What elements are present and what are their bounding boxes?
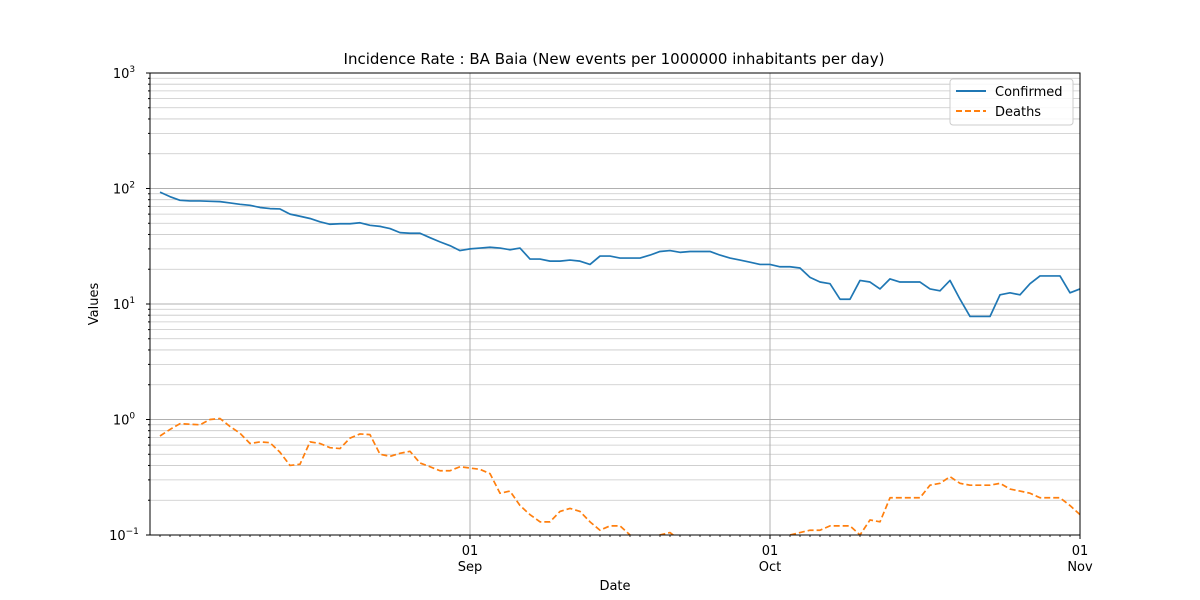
x-tick-month-label: Sep — [458, 560, 483, 575]
y-axis-ticks: 10−1 100 101 102 103 — [109, 65, 150, 544]
x-tick-day-label: 01 — [762, 544, 779, 559]
series-layer — [159, 191, 1080, 535]
x-tick-month-label: Nov — [1067, 560, 1093, 575]
y-tick-label: 102 — [113, 181, 135, 198]
chart-title: Incidence Rate : BA Baia (New events per… — [344, 50, 885, 68]
x-axis-label: Date — [599, 579, 630, 594]
x-tick-day-label: 01 — [1072, 544, 1089, 559]
y-tick-label: 10−1 — [109, 527, 139, 544]
chart-legend: Confirmed Deaths — [949, 78, 1074, 126]
x-tick-day-label: 01 — [462, 544, 479, 559]
x-tick-month-label: Oct — [759, 560, 781, 575]
legend-label-confirmed: Confirmed — [995, 85, 1063, 100]
y-tick-label: 100 — [113, 412, 136, 429]
y-tick-label: 101 — [113, 296, 135, 313]
y-tick-label: 103 — [113, 65, 135, 82]
series-line-confirmed — [159, 191, 1080, 318]
series-line-deaths — [159, 417, 1080, 535]
y-axis-label: Values — [87, 283, 102, 326]
grid-lines — [150, 73, 1081, 536]
legend-label-deaths: Deaths — [995, 105, 1041, 120]
